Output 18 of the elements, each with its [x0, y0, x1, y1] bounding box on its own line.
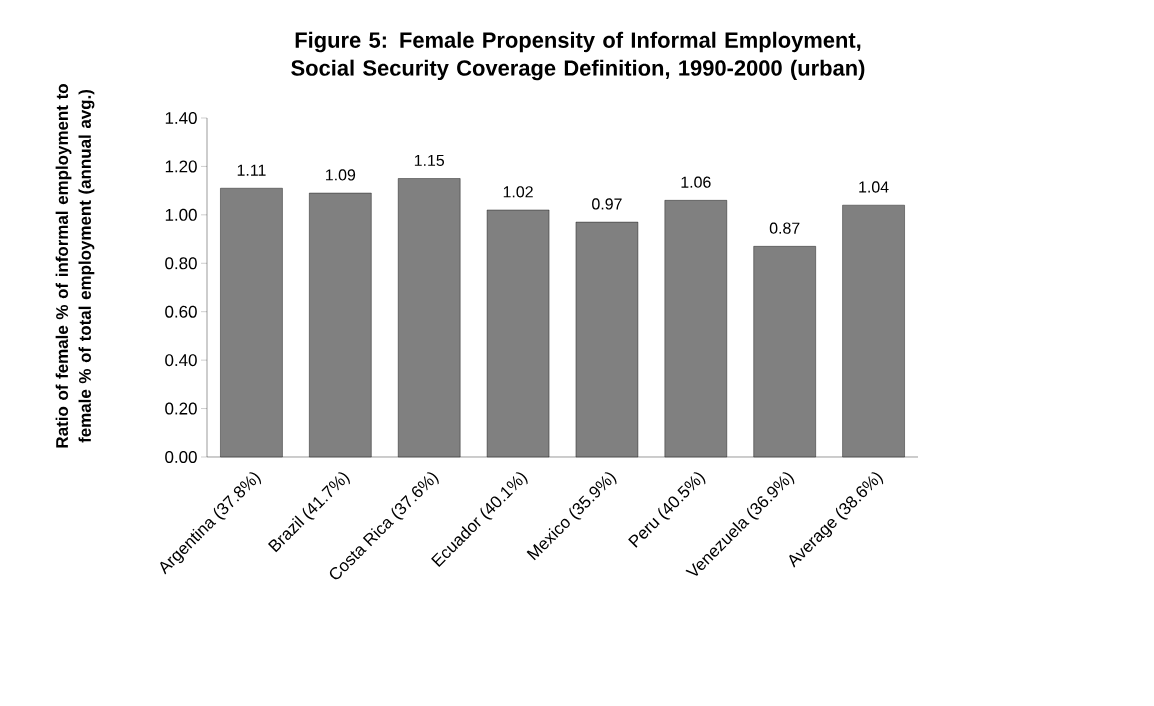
- y-tick-label: 0.60: [165, 305, 197, 318]
- data-label: 1.02: [503, 186, 533, 198]
- y-tick-label: 1.20: [165, 160, 197, 173]
- data-label: 1.09: [326, 169, 356, 181]
- y-tick-label: 1.40: [165, 111, 197, 124]
- data-label: 0.97: [592, 198, 622, 210]
- data-label: 1.06: [681, 176, 711, 188]
- y-tick-label: 0.00: [165, 450, 197, 463]
- data-label: 1.11: [237, 164, 266, 176]
- y-tick-label: 0.40: [165, 354, 197, 367]
- data-label: 1.15: [414, 154, 445, 166]
- chart-title: Figure 5: Female Propensity of Informal Employment, Social Security Coverage Definition, 1990-2000 (urban): [291, 31, 865, 81]
- y-tick-label: 0.20: [165, 402, 197, 415]
- y-tick-label: 0.80: [165, 257, 197, 270]
- y-axis-title: Ratio of female % of informal employment to female % of total employment (annual avg.): [55, 84, 95, 448]
- data-label: 1.04: [859, 181, 889, 193]
- data-label: 0.87: [769, 222, 800, 234]
- y-tick-label: 1.00: [165, 208, 197, 221]
